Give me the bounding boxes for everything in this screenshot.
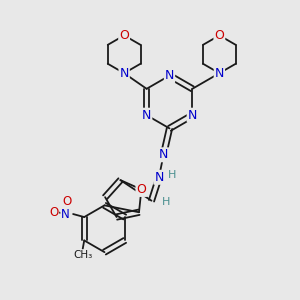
Text: N: N (188, 109, 197, 122)
Text: H: H (162, 197, 170, 207)
Text: O: O (62, 195, 72, 208)
Text: CH₃: CH₃ (73, 250, 92, 260)
Text: O: O (136, 183, 146, 196)
Text: N: N (154, 171, 164, 184)
Text: N: N (165, 69, 174, 82)
Text: O: O (119, 29, 129, 42)
Text: N: N (215, 67, 224, 80)
Text: O: O (49, 206, 58, 219)
Text: N: N (142, 109, 151, 122)
Text: N: N (119, 67, 129, 80)
Text: N: N (61, 208, 70, 220)
Text: H: H (168, 170, 177, 180)
Text: N: N (159, 148, 168, 161)
Text: O: O (214, 29, 224, 42)
